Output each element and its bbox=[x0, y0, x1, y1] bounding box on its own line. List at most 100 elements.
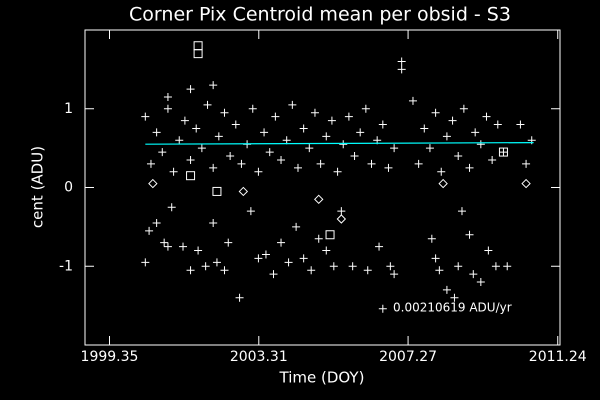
plus-point bbox=[348, 262, 357, 271]
plus-point bbox=[435, 266, 444, 275]
plus-point bbox=[209, 218, 218, 227]
plus-point bbox=[375, 242, 384, 251]
square-point bbox=[498, 147, 508, 157]
plus-point bbox=[356, 128, 365, 137]
plot-frame bbox=[84, 29, 561, 346]
plus-point bbox=[248, 104, 257, 113]
plus-point bbox=[284, 258, 293, 267]
plus-point bbox=[471, 128, 480, 137]
square-point bbox=[325, 230, 335, 240]
plus-point bbox=[226, 152, 235, 160]
plus-point bbox=[145, 226, 154, 235]
plus-point bbox=[299, 124, 308, 133]
diamond-point bbox=[314, 194, 324, 205]
plus-point bbox=[469, 270, 478, 279]
plus-point bbox=[167, 203, 176, 212]
plus-point bbox=[152, 128, 161, 137]
plus-point bbox=[288, 100, 297, 109]
plus-point bbox=[305, 144, 314, 153]
plus-point bbox=[261, 250, 270, 259]
plus-point bbox=[465, 230, 474, 239]
plus-point bbox=[203, 100, 212, 109]
diamond-point bbox=[148, 178, 158, 189]
plus-point bbox=[316, 159, 325, 168]
plus-point bbox=[378, 120, 387, 129]
plus-point bbox=[454, 262, 463, 271]
plus-point bbox=[271, 112, 280, 121]
plus-point bbox=[322, 132, 331, 141]
plus-point bbox=[201, 262, 210, 271]
plus-point bbox=[491, 262, 500, 271]
plus-point bbox=[448, 116, 457, 125]
plus-point bbox=[260, 128, 269, 137]
x-tick-label: 2007.27 bbox=[379, 349, 437, 365]
y-tick-label: -1 bbox=[59, 258, 73, 274]
plus-point bbox=[488, 155, 497, 164]
plus-point bbox=[363, 266, 372, 275]
plus-point bbox=[408, 96, 417, 105]
plus-point bbox=[310, 108, 319, 117]
plus-point bbox=[378, 304, 387, 313]
plus-point bbox=[390, 270, 399, 279]
x-tick-label: 2003.31 bbox=[230, 349, 288, 365]
y-tick-label: 1 bbox=[64, 101, 73, 117]
plus-point bbox=[235, 293, 244, 302]
plus-point bbox=[337, 207, 346, 216]
square-point bbox=[186, 171, 196, 181]
plus-point bbox=[186, 85, 195, 94]
plus-point bbox=[361, 104, 370, 113]
plus-point bbox=[329, 262, 338, 271]
plus-point bbox=[237, 159, 246, 168]
diamond-point bbox=[336, 214, 347, 224]
plus-point bbox=[450, 293, 459, 302]
plus-point bbox=[220, 108, 229, 117]
plus-point bbox=[414, 159, 423, 168]
plus-point bbox=[246, 207, 255, 216]
plus-point bbox=[397, 57, 406, 66]
plus-point bbox=[420, 124, 429, 133]
y-axis-label: cent (ADU) bbox=[29, 146, 47, 228]
plus-point bbox=[212, 258, 221, 267]
plus-point bbox=[254, 254, 263, 263]
plus-point bbox=[333, 167, 342, 176]
plus-point bbox=[169, 167, 178, 176]
plus-point bbox=[482, 112, 491, 121]
plus-point bbox=[503, 262, 512, 271]
x-axis-label: Time (DOY) bbox=[279, 369, 365, 387]
plus-point bbox=[292, 222, 301, 231]
plus-point bbox=[175, 136, 184, 145]
plus-point bbox=[431, 108, 440, 117]
plus-point bbox=[141, 258, 150, 267]
square-point bbox=[193, 49, 203, 59]
plus-point bbox=[265, 148, 274, 157]
plus-point bbox=[457, 207, 466, 216]
plus-point bbox=[390, 144, 399, 153]
plus-point bbox=[516, 120, 525, 129]
plus-point bbox=[231, 120, 240, 129]
plus-point bbox=[293, 163, 302, 172]
plus-point bbox=[425, 144, 434, 153]
fit-line bbox=[145, 142, 534, 145]
plus-point bbox=[282, 136, 291, 145]
plus-point bbox=[158, 148, 167, 157]
plus-point bbox=[163, 92, 172, 101]
plus-point bbox=[163, 242, 172, 251]
plus-point bbox=[214, 132, 223, 141]
plus-point bbox=[179, 242, 188, 251]
plus-point bbox=[384, 163, 393, 172]
plus-point bbox=[454, 152, 463, 160]
plus-point bbox=[186, 155, 195, 164]
diamond-point bbox=[521, 178, 531, 189]
plus-point bbox=[499, 148, 508, 157]
plus-point bbox=[192, 124, 201, 133]
plus-point bbox=[476, 140, 485, 149]
plus-point bbox=[314, 234, 323, 243]
plus-point bbox=[186, 266, 195, 275]
plus-point bbox=[197, 144, 206, 153]
plus-point bbox=[209, 81, 218, 90]
plus-point bbox=[146, 159, 155, 168]
plus-point bbox=[269, 270, 278, 279]
y-tick-label: 0 bbox=[64, 180, 73, 196]
plus-point bbox=[163, 104, 172, 113]
plus-point bbox=[254, 167, 263, 176]
